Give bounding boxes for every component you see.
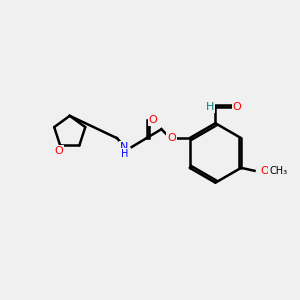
Text: H: H: [206, 102, 214, 112]
Text: O: O: [260, 166, 269, 176]
Text: CH₃: CH₃: [269, 166, 287, 176]
Text: O: O: [149, 115, 158, 125]
Text: O: O: [54, 146, 63, 156]
Text: H: H: [121, 148, 128, 159]
Text: O: O: [233, 102, 242, 112]
Text: O: O: [167, 133, 176, 143]
Text: N: N: [120, 142, 128, 152]
